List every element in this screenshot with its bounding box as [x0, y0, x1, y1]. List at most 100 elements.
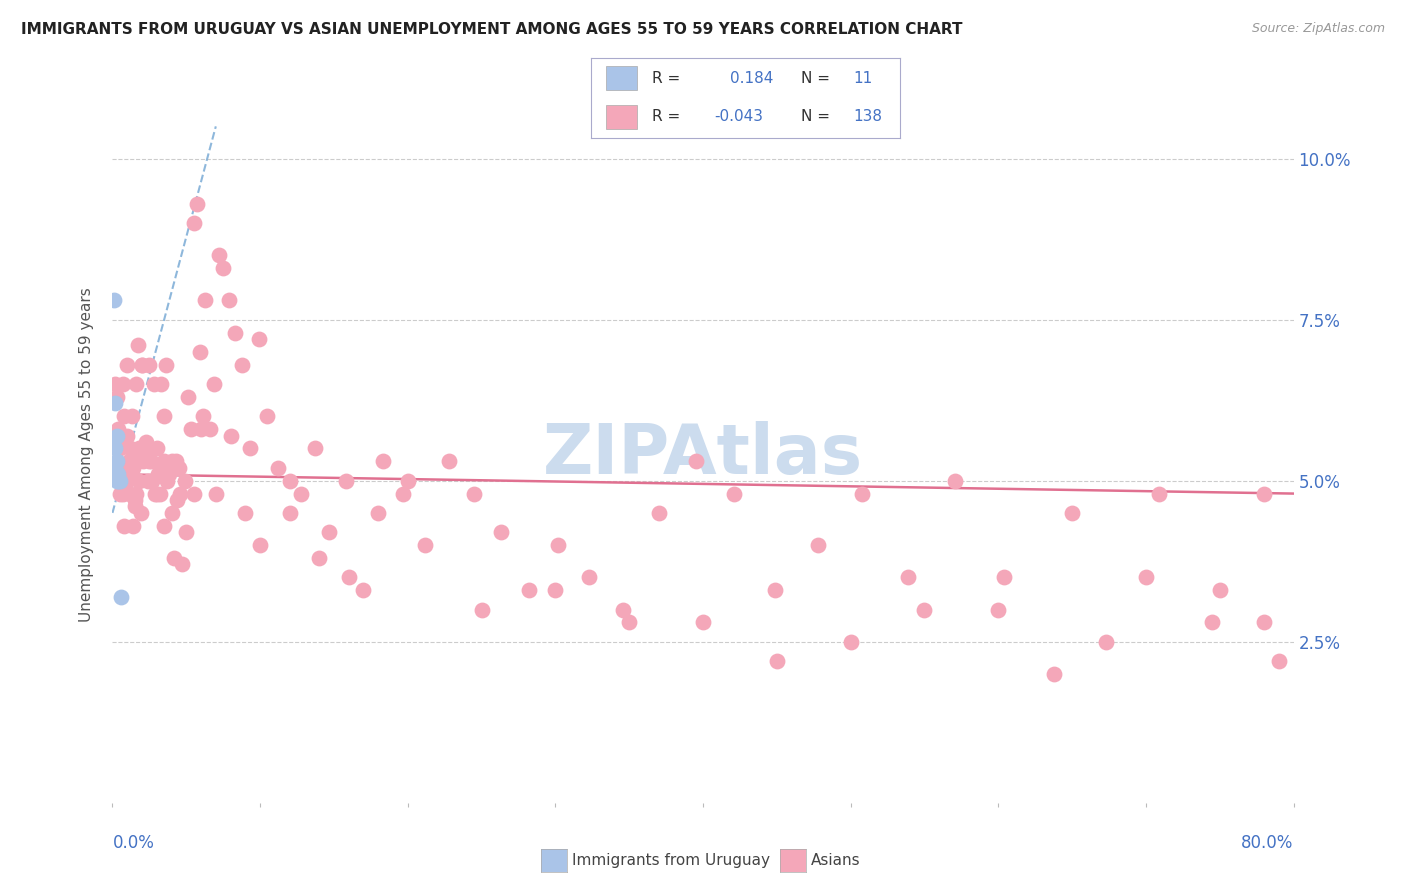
Y-axis label: Unemployment Among Ages 55 to 59 years: Unemployment Among Ages 55 to 59 years — [79, 287, 94, 623]
Point — [218, 293, 240, 308]
Text: 80.0%: 80.0% — [1241, 834, 1294, 852]
Point — [839, 634, 862, 648]
Point — [224, 326, 246, 340]
Point — [153, 518, 176, 533]
Point — [146, 442, 169, 456]
Point — [127, 338, 149, 352]
Point — [685, 454, 707, 468]
Point — [212, 261, 235, 276]
Point — [489, 525, 512, 540]
Point — [163, 551, 186, 566]
Text: ZIPAtlas: ZIPAtlas — [543, 421, 863, 489]
Point — [107, 422, 129, 436]
Point — [1135, 570, 1157, 584]
Point — [318, 525, 340, 540]
Point — [993, 570, 1015, 584]
Point — [125, 377, 148, 392]
Point — [249, 538, 271, 552]
Point — [1062, 506, 1084, 520]
Point — [1208, 583, 1232, 598]
Point — [108, 486, 131, 500]
Point — [131, 358, 153, 372]
Point — [165, 454, 187, 468]
Point — [766, 654, 789, 668]
Point — [763, 583, 786, 598]
Point — [118, 454, 141, 468]
Point — [392, 486, 415, 500]
Point — [152, 460, 174, 475]
Point — [139, 454, 162, 468]
Point — [308, 551, 330, 566]
Point — [143, 486, 166, 500]
Text: Asians: Asians — [811, 854, 860, 868]
Point — [108, 442, 131, 456]
Point — [186, 196, 208, 211]
Text: 0.0%: 0.0% — [112, 834, 155, 852]
Point — [105, 428, 128, 442]
Point — [105, 390, 128, 404]
Point — [1253, 486, 1275, 500]
Text: 0.184: 0.184 — [730, 70, 773, 86]
Point — [914, 602, 936, 616]
Point — [1043, 667, 1066, 681]
Point — [131, 358, 153, 372]
Point — [180, 422, 202, 436]
Point — [191, 409, 214, 424]
Point — [1253, 615, 1275, 630]
Text: Immigrants from Uruguay: Immigrants from Uruguay — [572, 854, 770, 868]
Point — [897, 570, 920, 584]
Text: R =: R = — [652, 70, 681, 86]
Point — [160, 506, 183, 520]
Text: N =: N = — [801, 109, 830, 124]
Point — [470, 602, 494, 616]
Point — [146, 486, 169, 500]
Point — [463, 486, 485, 500]
Point — [120, 467, 142, 482]
Point — [335, 474, 357, 488]
Point — [723, 486, 745, 500]
Point — [104, 460, 127, 475]
Point — [114, 474, 136, 488]
Point — [166, 493, 188, 508]
Point — [304, 442, 326, 456]
Point — [117, 474, 138, 488]
Point — [103, 293, 125, 308]
Point — [177, 390, 200, 404]
Point — [367, 506, 389, 520]
Point — [267, 460, 290, 475]
Point — [104, 442, 127, 456]
Point — [1201, 615, 1223, 630]
Point — [124, 493, 146, 508]
Point — [153, 409, 176, 424]
Text: R =: R = — [652, 109, 681, 124]
Point — [132, 454, 155, 468]
Point — [120, 486, 142, 500]
Point — [174, 525, 197, 540]
Point — [337, 570, 360, 584]
Point — [692, 615, 714, 630]
Point — [647, 506, 671, 520]
Point — [135, 435, 157, 450]
Point — [278, 506, 301, 520]
Point — [578, 570, 600, 584]
Point — [156, 474, 179, 488]
Point — [371, 454, 394, 468]
Point — [112, 518, 135, 533]
Point — [619, 615, 641, 630]
Point — [122, 518, 145, 533]
Point — [198, 422, 221, 436]
Point — [108, 474, 131, 488]
Point — [111, 377, 134, 392]
Point — [160, 454, 183, 468]
Point — [107, 474, 129, 488]
Point — [1268, 654, 1291, 668]
Point — [105, 474, 128, 488]
Point — [138, 454, 160, 468]
Point — [851, 486, 873, 500]
Point — [352, 583, 374, 598]
Point — [128, 442, 150, 456]
Point — [125, 486, 148, 500]
Point — [153, 454, 176, 468]
Point — [104, 396, 127, 410]
Point — [517, 583, 540, 598]
